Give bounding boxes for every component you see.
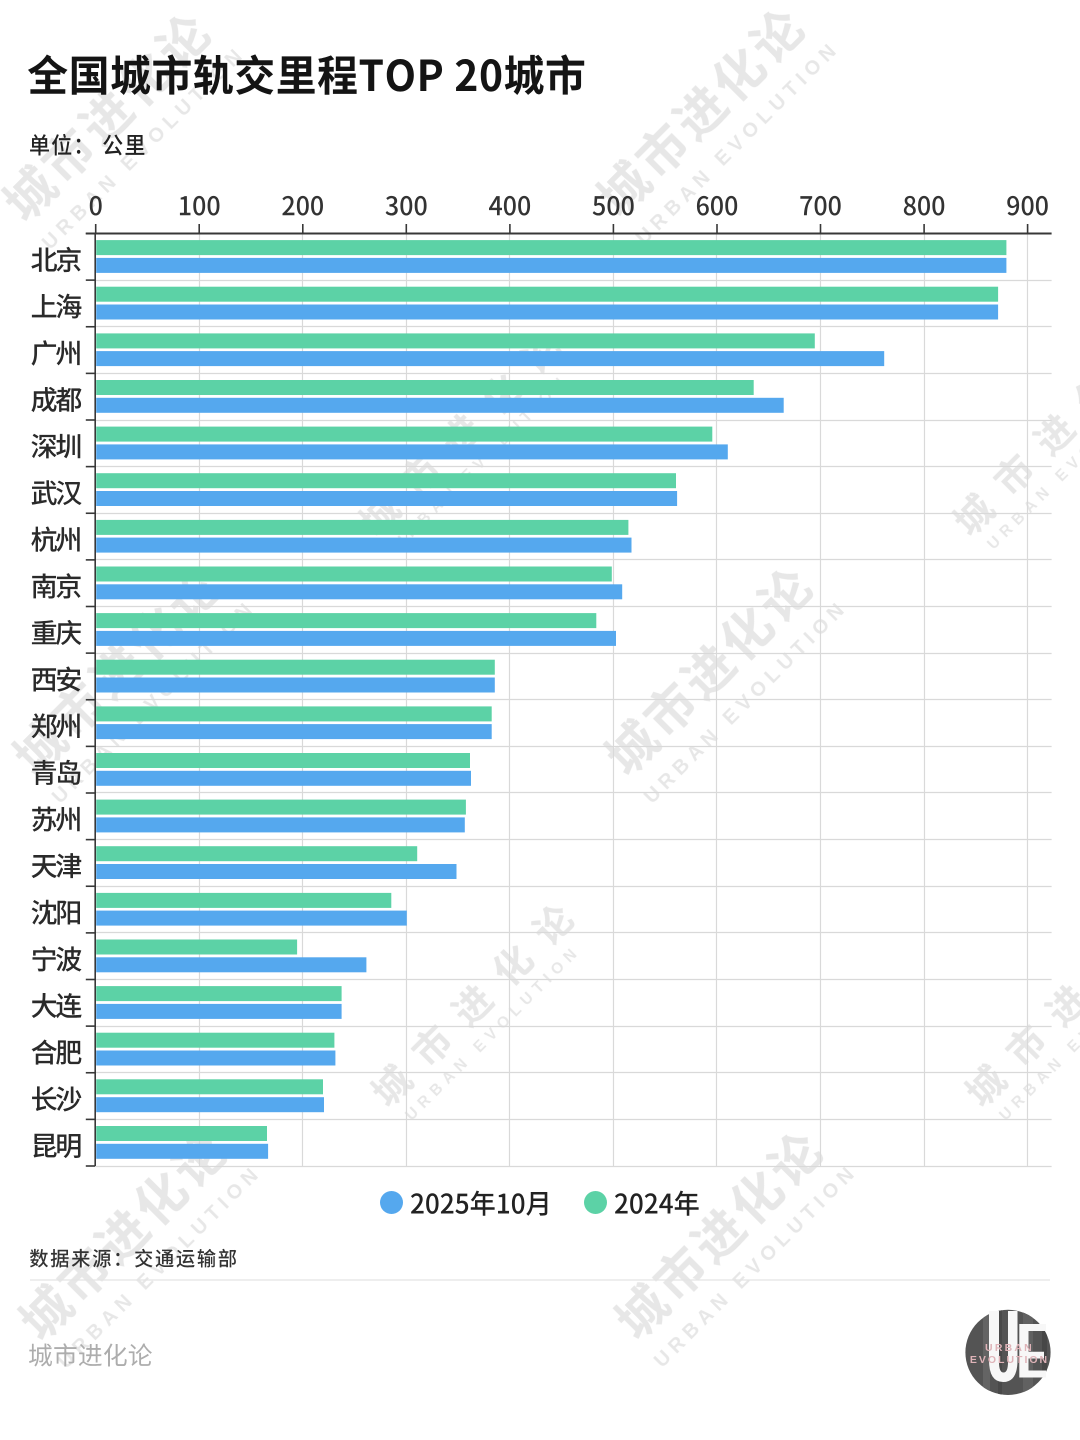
svg-text:EVOLUTION: EVOLUTION [970,1354,1049,1366]
svg-text:URBAN: URBAN [985,1342,1034,1354]
